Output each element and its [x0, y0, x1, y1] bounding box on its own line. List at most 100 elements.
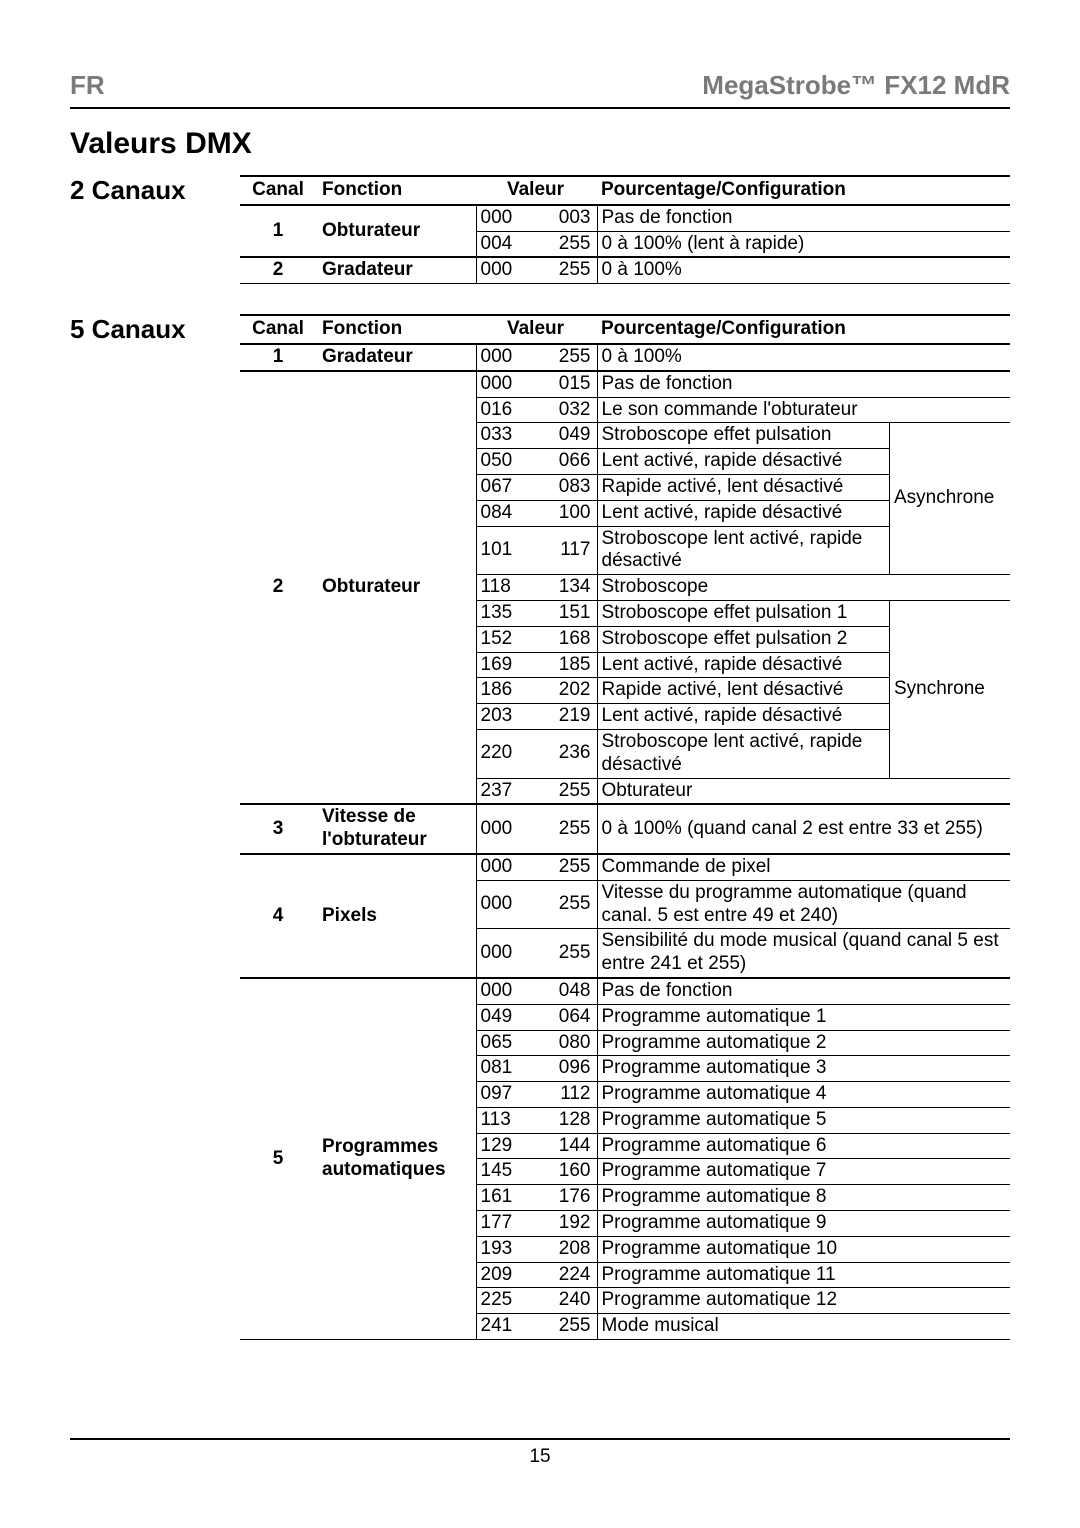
cell-v1: 225 [476, 1288, 537, 1314]
cell-v1: 177 [476, 1211, 537, 1237]
cell-v2: 117 [537, 526, 598, 575]
cell-canal: 3 [240, 804, 318, 854]
cell-v1: 065 [476, 1030, 537, 1056]
cell-v2: 003 [537, 205, 598, 231]
cell-v1: 016 [476, 397, 537, 423]
cell-v1: 169 [476, 652, 537, 678]
cell-v1: 135 [476, 600, 537, 626]
cell-fonction: Obturateur [318, 205, 476, 258]
cell-v1: 118 [476, 575, 537, 601]
cell-desc: Programme automatique 6 [597, 1133, 1010, 1159]
cell-v1: 000 [476, 880, 537, 929]
cell-canal: 1 [240, 344, 318, 371]
th-config: Pourcentage/Configuration [597, 176, 1010, 205]
cell-v2: 224 [537, 1262, 598, 1288]
cell-v1: 220 [476, 729, 537, 778]
cell-v1: 000 [476, 978, 537, 1004]
cell-v1: 186 [476, 678, 537, 704]
language-code: FR [70, 70, 105, 101]
cell-desc: Lent activé, rapide désactivé [597, 500, 890, 526]
cell-mode-async: Asynchrone [890, 423, 1011, 575]
cell-desc: Stroboscope effet pulsation 1 [597, 600, 890, 626]
cell-desc: 0 à 100% [597, 257, 1010, 283]
cell-fonction: Gradateur [318, 344, 476, 371]
cell-v1: 241 [476, 1314, 537, 1340]
cell-v1: 049 [476, 1004, 537, 1030]
cell-desc: Stroboscope [597, 575, 1010, 601]
cell-v1: 000 [476, 371, 537, 397]
cell-desc: Programme automatique 4 [597, 1082, 1010, 1108]
cell-v1: 129 [476, 1133, 537, 1159]
cell-v2: 048 [537, 978, 598, 1004]
cell-v2: 066 [537, 449, 598, 475]
cell-v2: 049 [537, 423, 598, 449]
cell-desc: Rapide activé, lent désactivé [597, 474, 890, 500]
cell-v2: 096 [537, 1056, 598, 1082]
cell-desc: Commande de pixel [597, 854, 1010, 880]
cell-v1: 067 [476, 474, 537, 500]
cell-desc: 0 à 100% [597, 344, 1010, 371]
cell-v2: 160 [537, 1159, 598, 1185]
cell-desc: Programme automatique 7 [597, 1159, 1010, 1185]
cell-v2: 083 [537, 474, 598, 500]
cell-v1: 113 [476, 1107, 537, 1133]
cell-v1: 000 [476, 854, 537, 880]
cell-v1: 145 [476, 1159, 537, 1185]
cell-v2: 255 [537, 929, 598, 978]
header-bar: FR MegaStrobe™ FX12 MdR [70, 70, 1010, 109]
cell-v1: 000 [476, 929, 537, 978]
cell-canal: 5 [240, 978, 318, 1340]
cell-v2: 176 [537, 1185, 598, 1211]
cell-v1: 203 [476, 704, 537, 730]
cell-v1: 004 [476, 231, 537, 257]
cell-v2: 192 [537, 1211, 598, 1237]
cell-v1: 033 [476, 423, 537, 449]
cell-v2: 185 [537, 652, 598, 678]
th-fonction: Fonction [318, 176, 476, 205]
cell-v2: 151 [537, 600, 598, 626]
th-valeur: Valeur [476, 176, 597, 205]
cell-v2: 134 [537, 575, 598, 601]
th-config: Pourcentage/Configuration [597, 315, 1010, 344]
cell-desc: Sensibilité du mode musical (quand canal… [597, 929, 1010, 978]
cell-canal: 2 [240, 371, 318, 805]
cell-desc: Mode musical [597, 1314, 1010, 1340]
cell-desc: Programme automatique 10 [597, 1236, 1010, 1262]
product-name: MegaStrobe™ FX12 MdR [702, 70, 1010, 101]
cell-canal: 2 [240, 257, 318, 283]
cell-v1: 237 [476, 778, 537, 804]
cell-v2: 112 [537, 1082, 598, 1108]
cell-desc: Stroboscope lent activé, rapide désactiv… [597, 526, 890, 575]
cell-v2: 202 [537, 678, 598, 704]
th-canal: Canal [240, 176, 318, 205]
section-2-canaux: 2 Canaux Canal Fonction Valeur Pourcenta… [70, 175, 1010, 284]
page-title: Valeurs DMX [70, 127, 1010, 161]
cell-canal: 4 [240, 854, 318, 978]
cell-v1: 209 [476, 1262, 537, 1288]
cell-v2: 032 [537, 397, 598, 423]
cell-desc: Stroboscope effet pulsation 2 [597, 626, 890, 652]
table-row: 5 Programmes automatiques 000 048 Pas de… [240, 978, 1010, 1004]
cell-desc: Stroboscope effet pulsation [597, 423, 890, 449]
cell-v2: 100 [537, 500, 598, 526]
table-row: 2 Obturateur 000 015 Pas de fonction [240, 371, 1010, 397]
cell-fonction: Gradateur [318, 257, 476, 283]
cell-desc: Programme automatique 3 [597, 1056, 1010, 1082]
cell-desc: Programme automatique 9 [597, 1211, 1010, 1237]
cell-v2: 255 [537, 257, 598, 283]
th-valeur: Valeur [476, 315, 597, 344]
cell-v1: 097 [476, 1082, 537, 1108]
cell-v2: 064 [537, 1004, 598, 1030]
cell-v2: 255 [537, 344, 598, 371]
cell-desc: Pas de fonction [597, 371, 1010, 397]
cell-v2: 255 [537, 778, 598, 804]
th-fonction: Fonction [318, 315, 476, 344]
cell-desc: Programme automatique 8 [597, 1185, 1010, 1211]
cell-v2: 240 [537, 1288, 598, 1314]
cell-desc: 0 à 100% (lent à rapide) [597, 231, 1010, 257]
cell-desc: Le son commande l'obturateur [597, 397, 1010, 423]
table-row: 1 Gradateur 000 255 0 à 100% [240, 344, 1010, 371]
cell-fonction: Vitesse de l'obturateur [318, 804, 476, 854]
cell-desc: Lent activé, rapide désactivé [597, 652, 890, 678]
cell-v1: 000 [476, 344, 537, 371]
